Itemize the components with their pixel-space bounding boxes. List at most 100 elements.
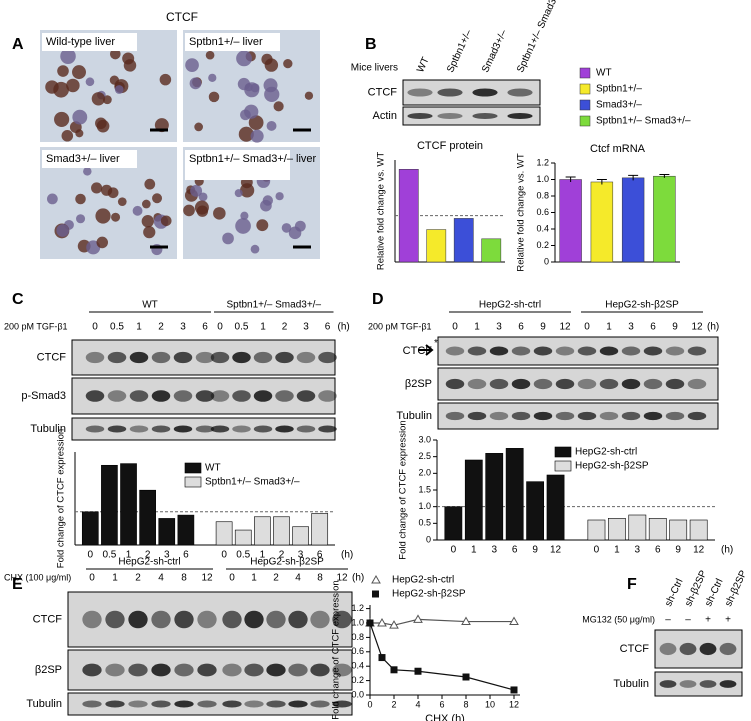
nucleus: [96, 119, 110, 133]
band: [310, 610, 330, 629]
group-label: HepG2-sh-β2SP: [250, 557, 324, 568]
bar: [481, 238, 502, 263]
bar: [426, 229, 447, 263]
band: [232, 390, 251, 402]
marker: [377, 617, 387, 627]
blot-label: Actin: [373, 110, 397, 122]
band: [445, 346, 465, 356]
bar: [215, 521, 233, 546]
nucleus: [281, 223, 292, 233]
nucleus: [57, 65, 69, 77]
y-tick-label: 1.0: [351, 617, 364, 627]
y-tick-label: 1.0: [418, 501, 431, 511]
nucleus: [66, 78, 80, 93]
marker: [366, 619, 374, 627]
y-tick-label: 1.0: [536, 174, 549, 184]
band: [195, 425, 215, 433]
band: [288, 663, 308, 677]
image-label-box: [185, 33, 280, 51]
band: [407, 113, 433, 119]
nucleus: [111, 212, 121, 222]
blot-label: p-Smad3: [21, 390, 66, 402]
nucleus: [238, 126, 254, 142]
lane-label: 2: [273, 573, 279, 584]
x-tick-label: 6: [512, 545, 518, 556]
y-axis-label: Relative fold change vs. WT: [376, 152, 387, 270]
band: [621, 346, 641, 356]
band: [151, 351, 171, 364]
band: [107, 390, 127, 402]
bar: [101, 464, 118, 546]
lane-label: 9: [540, 322, 546, 333]
band: [489, 411, 509, 421]
legend-swatch: [184, 476, 202, 488]
y-tick-label: 0.4: [536, 223, 549, 233]
y-tick-label: 3.0: [418, 434, 431, 444]
lane-label: 3: [303, 322, 309, 333]
x-axis-label: (h): [341, 550, 353, 561]
nucleus: [213, 207, 226, 220]
bar: [120, 463, 137, 546]
band: [288, 700, 308, 708]
band: [643, 346, 663, 356]
band: [173, 425, 193, 433]
x-tick-label: 3: [298, 550, 304, 561]
band: [507, 113, 533, 119]
band: [489, 346, 509, 356]
legend-swatch: [579, 83, 591, 95]
bar: [139, 489, 156, 546]
nucleus: [46, 193, 58, 205]
bar: [453, 218, 474, 263]
lane-label: 4: [158, 573, 164, 584]
legend-swatch: [184, 462, 202, 474]
legend-label: Sptbn1+/– Smad3+/–: [596, 116, 691, 127]
image-label: Sptbn1+/– liver: [189, 36, 263, 48]
x-tick-label: 6: [655, 545, 661, 556]
lane-label: 0: [217, 322, 223, 333]
x-tick-label: 12: [550, 545, 562, 556]
band: [266, 700, 286, 708]
line: [369, 622, 515, 691]
x-tick-label: 4: [415, 699, 420, 709]
nucleus: [114, 85, 124, 94]
band: [437, 88, 463, 97]
x-tick-label: 1: [126, 550, 132, 561]
band: [687, 378, 707, 390]
band: [210, 351, 230, 364]
band: [533, 378, 553, 390]
asterisk: *: [434, 338, 438, 349]
band: [222, 700, 242, 708]
band: [151, 663, 171, 677]
band: [244, 610, 264, 629]
band: [197, 700, 217, 708]
marker: [462, 673, 470, 681]
bar: [590, 181, 614, 263]
band: [511, 411, 531, 421]
x-tick-label: 2: [279, 550, 285, 561]
bar: [505, 448, 524, 541]
x-tick-label: 0: [88, 550, 94, 561]
x-tick-label: 12: [693, 545, 705, 556]
x-tick-label: 2: [391, 699, 396, 709]
bar: [653, 175, 676, 263]
lane-label: 6: [202, 322, 208, 333]
bar: [234, 529, 252, 546]
band: [643, 411, 663, 421]
panel-label: F: [627, 576, 637, 593]
treatment-mark: –: [685, 615, 691, 626]
lane-label: 4: [295, 573, 301, 584]
lane-label: Smad3+/–: [480, 28, 510, 75]
band: [232, 351, 251, 364]
nucleus: [95, 208, 111, 224]
bar: [81, 511, 99, 546]
nucleus: [236, 50, 252, 67]
band: [105, 610, 125, 629]
nucleus: [85, 77, 95, 87]
nucleus: [240, 211, 249, 220]
lane-label: WT: [415, 56, 432, 75]
band: [489, 378, 509, 390]
nucleus: [141, 199, 151, 209]
band: [310, 700, 330, 708]
band: [407, 88, 433, 97]
